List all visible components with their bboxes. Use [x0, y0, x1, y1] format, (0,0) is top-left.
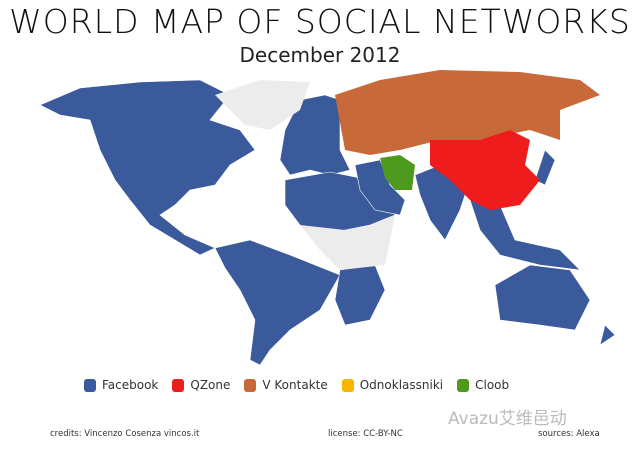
- russia: [335, 70, 600, 155]
- iran: [380, 155, 415, 190]
- watermark: Avazu艾维邑动: [448, 409, 567, 429]
- legend-label: QZone: [190, 378, 231, 392]
- south-america: [214, 239, 341, 366]
- map-subtitle: December 2012: [239, 43, 401, 67]
- southeast-asia: [469, 199, 581, 271]
- legend-label: Facebook: [102, 378, 159, 392]
- china: [430, 130, 540, 210]
- europe: [279, 94, 351, 176]
- new-zealand: [599, 324, 616, 346]
- legend-label: V Kontakte: [262, 378, 328, 392]
- swatch: [341, 378, 354, 392]
- southern-africa: [334, 264, 386, 326]
- legend: Facebook QZone V Kontakte Odnoklassniki …: [84, 378, 509, 392]
- legend-item-cloob: Cloob: [457, 378, 509, 392]
- legend-item-facebook: Facebook: [84, 378, 158, 392]
- swatch: [457, 378, 470, 392]
- license: license: CC-BY-NC: [328, 429, 403, 439]
- north-america: [39, 79, 256, 256]
- legend-label: Odnoklassniki: [359, 378, 444, 392]
- legend-item-qzone: QZone: [172, 378, 230, 392]
- sources: sources: Alexa: [538, 429, 600, 439]
- legend-item-vkontakte: V Kontakte: [244, 378, 328, 392]
- swatch: [84, 378, 96, 392]
- greenland: [215, 80, 310, 130]
- credits: credits: Vincenzo Cosenza vincos.it: [50, 429, 200, 439]
- japan: [534, 149, 556, 186]
- australia: [494, 264, 591, 331]
- map-title: WORLD MAP OF SOCIAL NETWORKS: [9, 2, 631, 41]
- swatch: [172, 378, 185, 392]
- central-africa: [300, 215, 395, 270]
- swatch: [244, 378, 257, 392]
- legend-item-odnoklassniki: Odnoklassniki: [341, 378, 444, 392]
- legend-label: Cloob: [475, 378, 510, 392]
